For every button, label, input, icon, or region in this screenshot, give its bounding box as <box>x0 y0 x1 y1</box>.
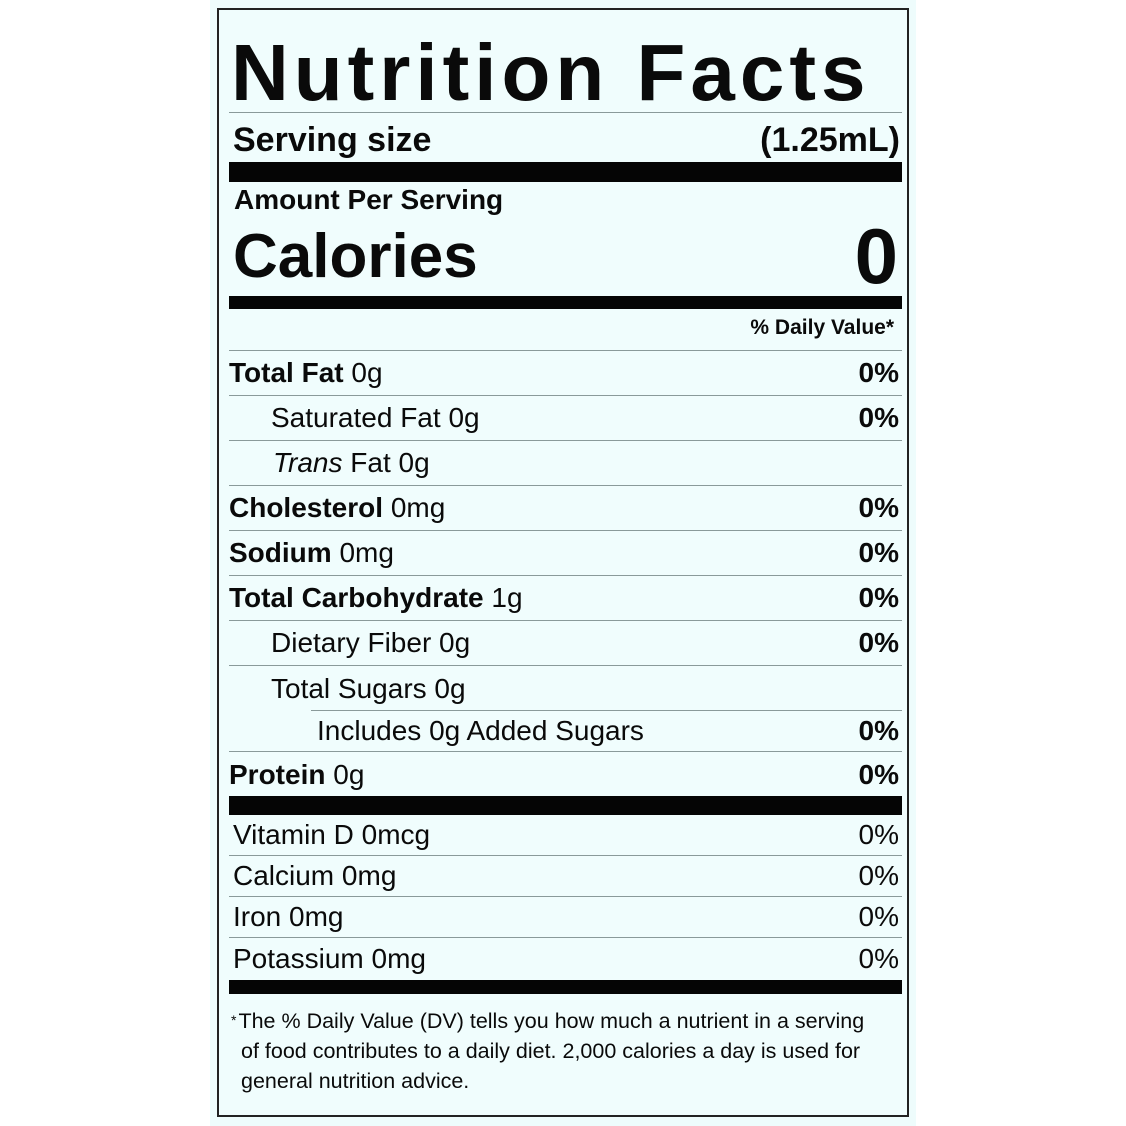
nutrient-name: Includes 0g Added Sugars <box>317 715 644 746</box>
nutrient-name: Dietary Fiber <box>271 627 432 658</box>
nutrient-name-italic: Trans <box>273 447 343 478</box>
nutrient-name: Total Sugars <box>271 672 427 704</box>
nutrient-name: Cholesterol <box>229 492 384 523</box>
vitamin-amount: 0mg <box>289 901 344 932</box>
nutrient-amount: 0g <box>448 402 480 433</box>
nutrient-dv: 0% <box>858 582 899 613</box>
footnote-text: The % Daily Value (DV) tells you how muc… <box>238 1009 865 1093</box>
nutrient-list: Total Fat 0g 0% Saturated Fat 0g 0% Trans … <box>229 351 902 797</box>
nutrient-amount: 0g <box>434 672 466 704</box>
nutrient-dv: 0% <box>858 402 899 433</box>
thick-divider <box>229 980 902 994</box>
nutrient-name: Protein <box>229 758 326 790</box>
serving-size-value: (1.25mL) <box>760 120 900 159</box>
vitamin-name: Potassium <box>233 942 364 974</box>
label-title: Nutrition Facts <box>231 28 871 117</box>
vitamin-name: Calcium <box>233 860 335 891</box>
divider <box>311 710 902 711</box>
nutrient-name: Total Carbohydrate <box>229 582 484 613</box>
divider <box>229 350 902 351</box>
divider <box>229 112 902 113</box>
nutrient-row-total-fat: Total Fat 0g 0% <box>229 351 902 396</box>
calories-row: Calories 0 <box>229 212 902 300</box>
amount-per-serving: Amount Per Serving <box>234 184 504 215</box>
serving-size-label: Serving size <box>233 120 432 159</box>
nutrient-row-sodium: Sodium 0mg 0% <box>229 531 902 576</box>
nutrient-row-total-carbohydrate: Total Carbohydrate 1g 0% <box>229 576 902 621</box>
calories-label: Calories <box>233 221 478 291</box>
footnote: *The % Daily Value (DV) tells you how mu… <box>229 1005 877 1096</box>
nutrient-amount: 0g <box>439 627 471 658</box>
nutrient-amount: 1g <box>491 582 523 613</box>
nutrient-name: Sodium <box>229 537 332 568</box>
calories-value: 0 <box>854 211 898 300</box>
vitamin-name: Iron <box>233 901 282 932</box>
vitamin-row-vitamin-d: Vitamin D 0mcg 0% <box>229 815 902 856</box>
vitamin-amount: 0mcg <box>361 819 431 850</box>
vitamin-row-iron: Iron 0mg 0% <box>229 897 902 938</box>
nutrient-dv: 0% <box>858 758 899 790</box>
vitamin-dv: 0% <box>858 860 899 891</box>
vitamin-row-calcium: Calcium 0mg 0% <box>229 856 902 897</box>
nutrient-row-total-sugars: Total Sugars 0g <box>229 666 902 711</box>
nutrient-dv: 0% <box>858 627 899 658</box>
vitamin-row-potassium: Potassium 0mg 0% <box>229 938 902 979</box>
nutrient-name: Total Fat <box>229 357 344 388</box>
nutrient-dv: 0% <box>858 537 899 568</box>
nutrient-amount: 0g <box>351 357 383 388</box>
vitamin-amount: 0mg <box>371 942 426 974</box>
footnote-star: * <box>231 1012 237 1028</box>
nutrient-name: Saturated Fat <box>271 402 441 433</box>
nutrient-dv: 0% <box>858 715 899 746</box>
vitamin-dv: 0% <box>858 942 899 974</box>
nutrient-amount: 0g <box>333 758 365 790</box>
vitamin-name: Vitamin D <box>233 819 354 850</box>
vitamin-dv: 0% <box>858 819 899 850</box>
thick-divider <box>229 796 902 815</box>
nutrient-row-cholesterol: Cholesterol 0mg 0% <box>229 486 902 531</box>
nutrient-dv: 0% <box>858 492 899 523</box>
serving-size-row: Serving size (1.25mL) <box>229 117 902 163</box>
nutrient-amount: 0g <box>398 447 430 478</box>
nutrition-facts-label: Nutrition Facts Serving size (1.25mL) Am… <box>217 8 909 1117</box>
nutrient-dv: 0% <box>858 357 899 388</box>
thick-divider <box>229 296 902 309</box>
nutrient-row-saturated-fat: Saturated Fat 0g 0% <box>229 396 902 441</box>
nutrient-amount: 0mg <box>339 537 394 568</box>
nutrient-row-added-sugars: Includes 0g Added Sugars 0% <box>229 711 902 752</box>
nutrient-name: Fat <box>350 447 391 478</box>
vitamin-amount: 0mg <box>341 860 397 891</box>
nutrient-amount: 0mg <box>390 492 446 523</box>
nutrient-row-dietary-fiber: Dietary Fiber 0g 0% <box>229 621 902 666</box>
daily-value-header: % Daily Value* <box>750 316 894 339</box>
nutrient-row-protein: Protein 0g 0% <box>229 752 902 797</box>
vitamin-list: Vitamin D 0mcg 0% Calcium 0mg 0% Iron 0mg 0… <box>229 815 902 979</box>
vitamin-dv: 0% <box>858 901 899 932</box>
thick-divider <box>229 162 902 182</box>
nutrient-row-trans-fat: Trans Fat 0g <box>229 441 902 486</box>
